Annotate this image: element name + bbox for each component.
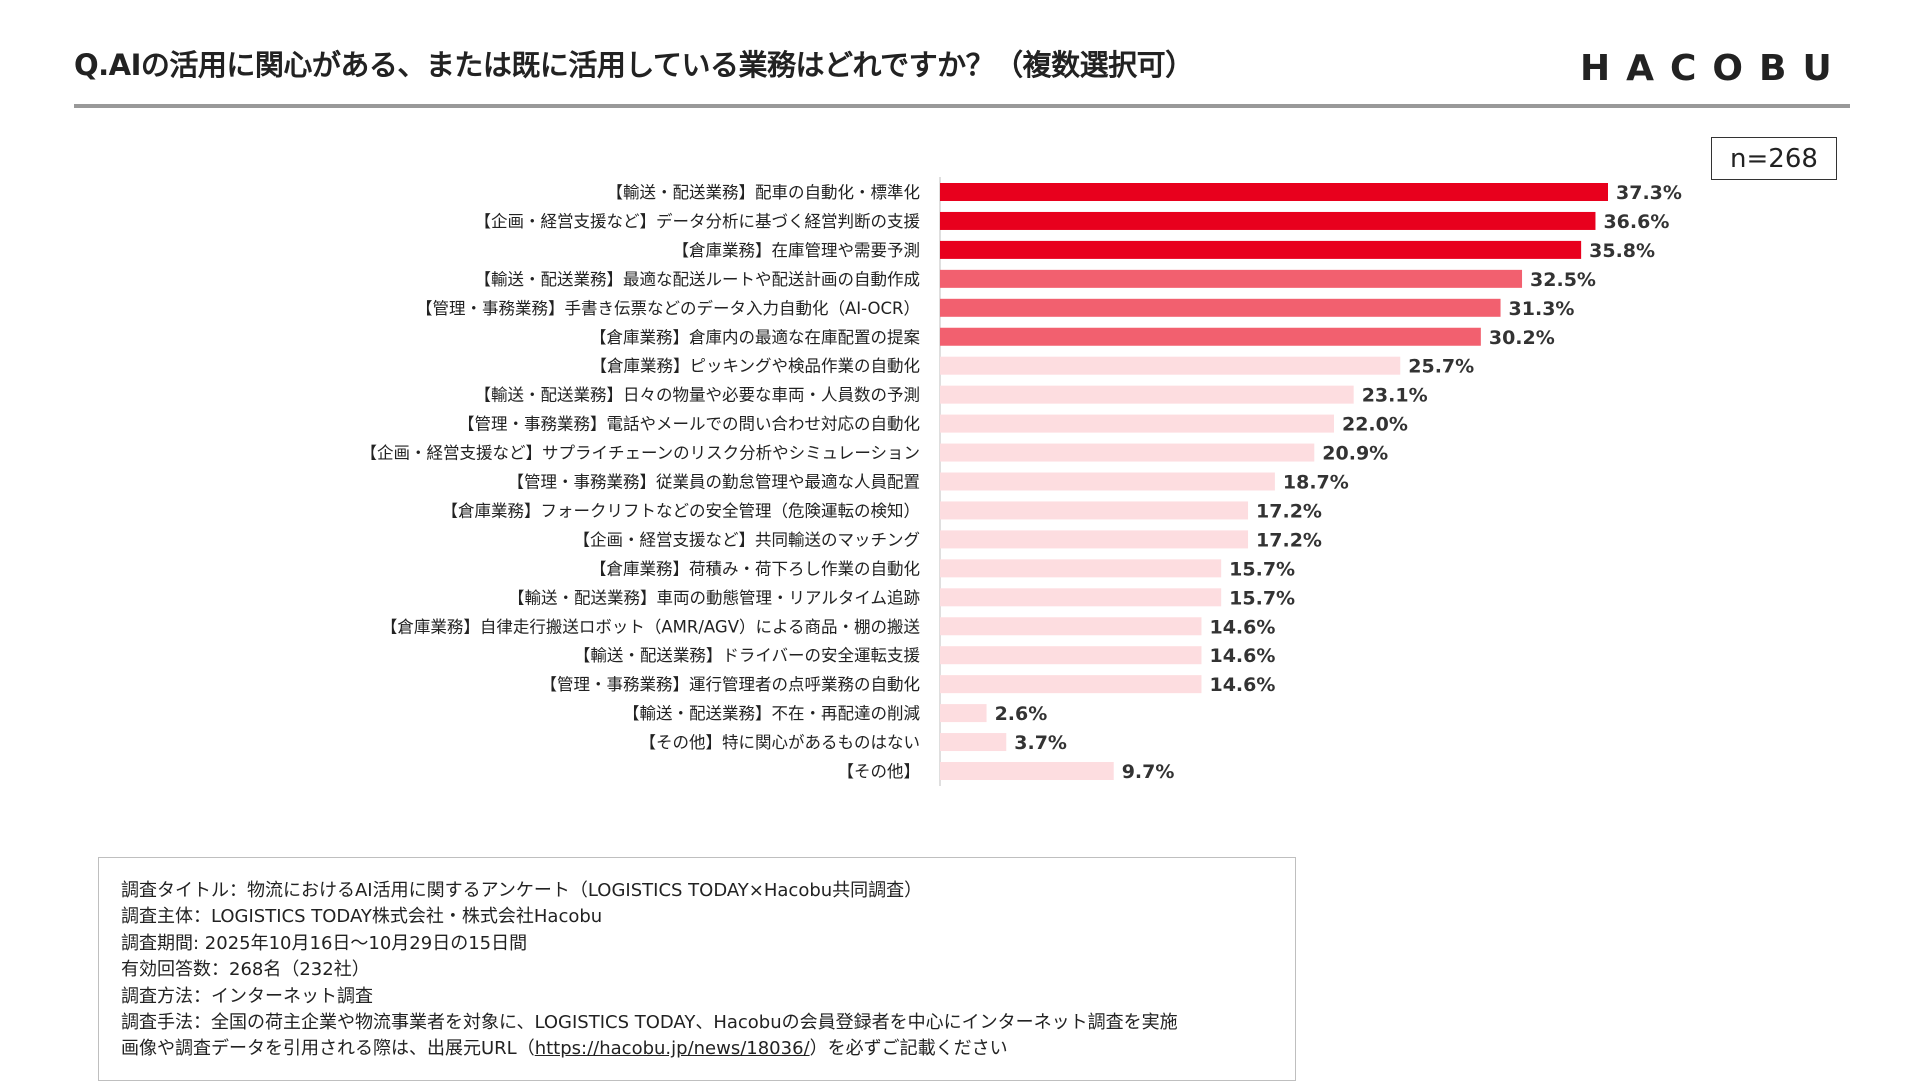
bar — [940, 298, 1501, 317]
bar — [940, 762, 1114, 780]
note-organizer: 調査主体：LOGISTICS TODAY株式会社・株式会社Hacobu — [121, 906, 603, 928]
category-label: 【輸送・配送業務】配車の自動化・標準化 — [607, 183, 921, 202]
value-label: 14.6% — [1209, 674, 1275, 696]
category-label: 【倉庫業務】倉庫内の最適な在庫配置の提案 — [590, 328, 921, 347]
bar — [940, 327, 1481, 346]
category-label: 【管理・事務業務】手書き伝票などのデータ入力自動化（AI-OCR） — [416, 298, 920, 318]
note-period: 調査期間: 2025年10月16日～10月29日の15日間 — [121, 932, 528, 954]
value-label: 2.6% — [995, 703, 1048, 725]
category-label: 【管理・事務業務】従業員の勤怠管理や最適な人員配置 — [508, 473, 921, 492]
note-approach: 調査手法：全国の荷主企業や物流事業者を対象に、LOGISTICS TODAY、H… — [121, 1012, 1178, 1034]
category-label: 【その他】特に関心があるものはない — [640, 733, 921, 752]
category-label: 【輸送・配送業務】車両の動態管理・リアルタイム追跡 — [508, 588, 921, 607]
bar — [940, 183, 1608, 201]
category-label: 【管理・事務業務】電話やメールでの問い合わせ対応の自動化 — [458, 415, 920, 434]
hacobu-logo: HACOBU — [1580, 48, 1848, 89]
value-label: 36.6% — [1603, 211, 1669, 233]
title-divider — [74, 104, 1850, 108]
note-survey-title: 調査タイトル：物流におけるAI活用に関するアンケート（LOGISTICS TOD… — [121, 880, 923, 901]
bar — [940, 385, 1354, 404]
bar-chart: 【輸送・配送業務】配車の自動化・標準化 37.3% 【企画・経営支援など】データ分析… — [360, 177, 1682, 786]
value-label: 14.6% — [1209, 616, 1275, 638]
bar — [940, 646, 1202, 665]
citation-link[interactable]: https://hacobu.jp/news/18036/ — [534, 1038, 810, 1060]
sample-size-box: n=268 — [1711, 137, 1837, 180]
value-label: 9.7% — [1122, 761, 1175, 783]
page-title: Q.AIの活用に関心がある、または既に活用している業務はどれですか？（複数選択可… — [74, 48, 1194, 82]
bar — [940, 588, 1222, 607]
value-label: 3.7% — [1014, 732, 1067, 754]
value-label: 23.1% — [1362, 385, 1428, 407]
value-label: 17.2% — [1256, 529, 1322, 551]
category-label: 【企画・経営支援など】データ分析に基づく経営判断の支援 — [475, 211, 921, 231]
category-label: 【輸送・配送業務】ドライバーの安全運転支援 — [574, 646, 920, 665]
category-label: 【倉庫業務】自律走行搬送ロボット（AMR/AGV）による商品・棚の搬送 — [381, 617, 921, 636]
value-label: 32.5% — [1530, 269, 1596, 291]
bar — [940, 240, 1582, 259]
note-citation: 画像や調査データを引用される際は、出展元URL（https://hacobu.j… — [121, 1036, 1295, 1062]
value-label: 25.7% — [1408, 356, 1474, 378]
note-responses: 有効回答数：268名（232社） — [121, 959, 370, 981]
bar — [940, 559, 1222, 578]
category-label: 【管理・事務業務】運行管理者の点呼業務の自動化 — [541, 675, 921, 694]
survey-notes: 調査タイトル：物流におけるAI活用に関するアンケート（LOGISTICS TOD… — [98, 857, 1296, 1081]
category-label: 【その他】 — [838, 762, 921, 781]
value-label: 15.7% — [1229, 587, 1295, 609]
category-label: 【倉庫業務】フォークリフトなどの安全管理（危険運転の検知） — [442, 501, 921, 520]
note-method: 調査方法：インターネット調査 — [121, 985, 373, 1007]
value-label: 15.7% — [1229, 558, 1295, 580]
category-label: 【輸送・配送業務】不在・再配達の削減 — [623, 704, 921, 723]
bar — [940, 704, 987, 723]
value-label: 17.2% — [1256, 500, 1322, 522]
category-label: 【倉庫業務】荷積み・荷下ろし作業の自動化 — [590, 559, 920, 578]
category-label: 【輸送・配送業務】日々の物量や必要な車両・人員数の予測 — [475, 386, 921, 405]
bar — [940, 414, 1334, 433]
value-label: 14.6% — [1209, 645, 1275, 667]
value-label: 18.7% — [1283, 472, 1349, 494]
category-label: 【倉庫業務】ピッキングや検品作業の自動化 — [590, 357, 920, 376]
value-label: 35.8% — [1589, 240, 1655, 262]
category-label: 【企画・経営支援など】共同輸送のマッチング — [574, 530, 921, 549]
citation-suffix: ）を必ずご記載ください — [809, 1038, 1008, 1060]
value-label: 22.0% — [1342, 414, 1408, 436]
bar — [940, 675, 1202, 694]
value-label: 20.9% — [1322, 443, 1388, 465]
bar — [940, 530, 1249, 549]
bar — [940, 617, 1202, 636]
citation-prefix: 画像や調査データを引用される際は、出展元URL（ — [121, 1038, 535, 1060]
bar — [940, 356, 1401, 375]
bar — [940, 501, 1249, 520]
category-label: 【企画・経営支援など】サプライチェーンのリスク分析やシミュレーション — [360, 444, 920, 463]
category-label: 【輸送・配送業務】最適な配送ルートや配送計画の自動作成 — [475, 270, 921, 289]
bar — [940, 211, 1596, 230]
value-label: 31.3% — [1509, 298, 1575, 320]
value-label: 37.3% — [1616, 182, 1682, 204]
bar — [940, 443, 1315, 462]
bar — [940, 472, 1275, 491]
category-label: 【倉庫業務】在庫管理や需要予測 — [673, 241, 921, 260]
value-label: 30.2% — [1489, 327, 1555, 349]
bar — [940, 269, 1523, 288]
bar — [940, 733, 1007, 752]
